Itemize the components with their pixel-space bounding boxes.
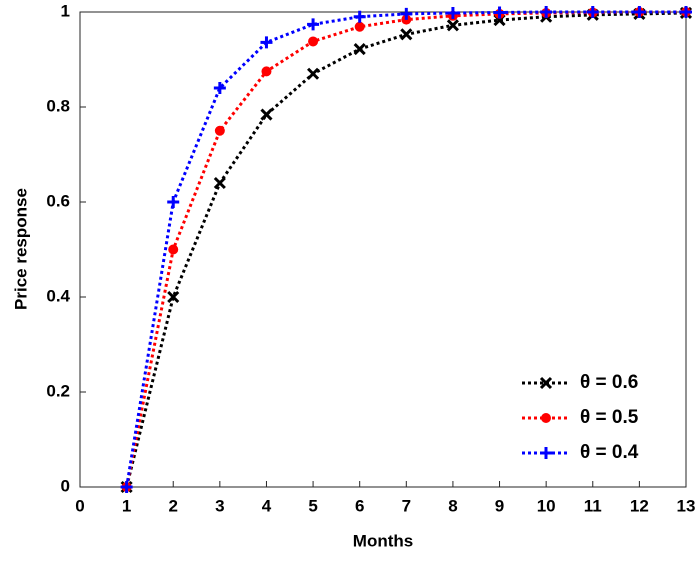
data-point (400, 7, 413, 20)
data-point (446, 6, 459, 19)
data-point (260, 108, 273, 121)
y-tick-label: 0.4 (46, 286, 70, 305)
data-point (540, 6, 553, 18)
y-tick-label: 1 (61, 1, 70, 20)
data-point (354, 21, 365, 32)
data-point (168, 244, 179, 255)
plot-frame (79, 11, 687, 488)
x-axis-label: Months (353, 531, 413, 550)
x-tick-label: 9 (495, 496, 504, 515)
y-tick-label: 0.8 (46, 96, 70, 115)
x-tick-label: 7 (402, 496, 411, 515)
x-tick-label: 1 (122, 496, 131, 515)
data-point (167, 196, 180, 208)
legend-marker (539, 376, 553, 390)
x-tick-label: 10 (537, 496, 556, 515)
data-point (308, 36, 319, 47)
data-point (261, 66, 272, 77)
data-point (586, 6, 599, 18)
data-point (120, 481, 133, 493)
x-tick-label: 3 (215, 496, 224, 515)
x-tick-label: 5 (308, 496, 317, 515)
y-tick-label: 0.6 (46, 191, 70, 210)
x-tick-label: 13 (677, 496, 696, 515)
data-point (633, 6, 646, 18)
x-tick-label: 12 (630, 496, 649, 515)
data-point (213, 176, 226, 190)
y-tick-label: 0 (61, 476, 70, 495)
data-point (680, 6, 692, 18)
data-point (307, 18, 320, 31)
data-point (260, 36, 273, 49)
data-point (167, 290, 180, 304)
data-point (353, 42, 366, 56)
x-tick-label: 11 (584, 496, 602, 515)
legend-marker (541, 413, 551, 423)
x-tick-label: 6 (355, 496, 364, 515)
legend-label: θ = 0.4 (580, 442, 639, 463)
data-point (307, 67, 320, 80)
x-tick-label: 0 (75, 496, 84, 515)
x-tick-label: 8 (448, 496, 457, 515)
data-point (353, 10, 366, 23)
data-point (214, 125, 225, 136)
data-point (400, 28, 413, 41)
legend-marker (540, 447, 552, 459)
data-point (493, 6, 506, 19)
data-point (446, 19, 459, 32)
x-tick-label: 2 (168, 496, 177, 515)
data-point (213, 82, 226, 94)
x-tick-label: 4 (262, 496, 272, 515)
legend-label: θ = 0.5 (580, 407, 639, 428)
legend-label: θ = 0.6 (580, 372, 638, 393)
y-axis-label: Price response (11, 188, 30, 310)
y-tick-label: 0.2 (46, 381, 70, 400)
